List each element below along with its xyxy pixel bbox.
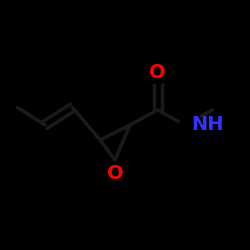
Circle shape	[180, 114, 203, 136]
Circle shape	[146, 61, 169, 84]
Text: O: O	[107, 164, 123, 183]
Circle shape	[104, 162, 126, 185]
Text: O: O	[149, 63, 166, 82]
Text: NH: NH	[191, 116, 224, 134]
